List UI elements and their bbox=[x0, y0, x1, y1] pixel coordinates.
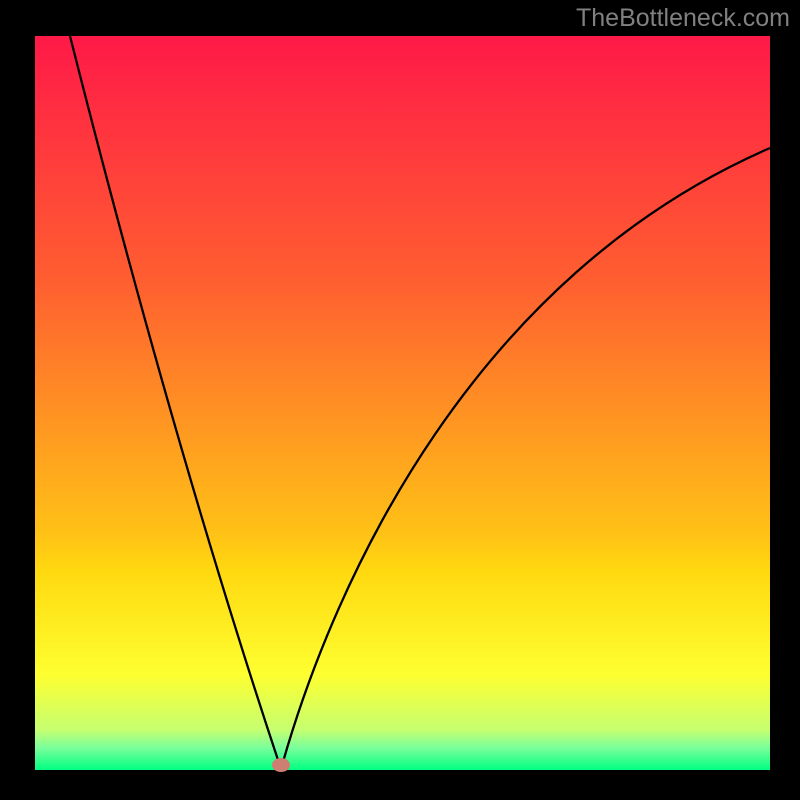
plot-area bbox=[35, 36, 770, 770]
watermark-text: TheBottleneck.com bbox=[576, 4, 790, 33]
curve-left-branch bbox=[70, 36, 281, 769]
curve-right-branch bbox=[281, 148, 770, 769]
chart-container: TheBottleneck.com bbox=[0, 0, 800, 800]
optimum-marker bbox=[272, 758, 290, 772]
bottleneck-curve bbox=[35, 36, 770, 770]
